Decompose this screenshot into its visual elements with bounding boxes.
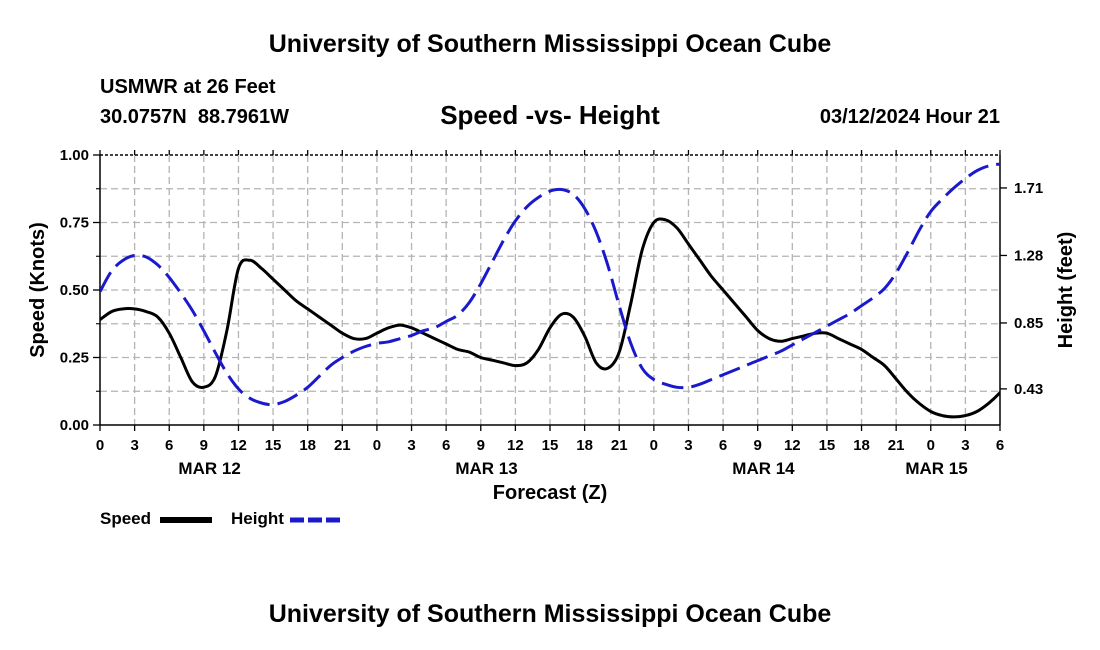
x-tick-label: 6 [165, 437, 173, 454]
x-tick-label: 12 [784, 437, 801, 454]
x-tick-label: 0 [373, 437, 381, 454]
chart-title: Speed -vs- Height [440, 100, 660, 130]
x-tick-label: 18 [853, 437, 870, 454]
x-date-label: MAR 14 [732, 459, 795, 478]
x-tick-label: 21 [334, 437, 351, 454]
y-axis-title-right: Height (feet) [1055, 232, 1077, 349]
x-tick-label: 15 [265, 437, 282, 454]
y-axis-title-left: Speed (Knots) [27, 222, 49, 358]
x-tick-label: 9 [754, 437, 762, 454]
x-tick-label: 3 [684, 437, 692, 454]
x-tick-label: 12 [230, 437, 247, 454]
page-title-bottom: University of Southern Mississippi Ocean… [268, 600, 832, 628]
x-tick-label: 3 [961, 437, 969, 454]
y-tick-label-left: 0.75 [60, 215, 89, 232]
x-tick-label: 15 [819, 437, 836, 454]
legend-label-speed: Speed [100, 509, 152, 528]
x-axis-title: Forecast (Z) [492, 482, 608, 504]
x-tick-label: 9 [477, 437, 485, 454]
x-tick-label: 0 [650, 437, 658, 454]
y-tick-label-left: 1.00 [60, 147, 89, 164]
legend-swatch-height [290, 517, 342, 523]
speed-series-line [100, 217, 1000, 419]
x-tick-label: 3 [407, 437, 415, 454]
x-date-label: MAR 13 [455, 459, 517, 478]
x-tick-label: 3 [130, 437, 138, 454]
y-tick-label-right: 1.71 [1014, 180, 1043, 197]
y-tick-label-right: 0.43 [1014, 381, 1043, 398]
x-tick-label: 18 [299, 437, 316, 454]
y-tick-label-left: 0.25 [60, 350, 89, 367]
x-tick-label: 15 [542, 437, 559, 454]
x-tick-label: 9 [200, 437, 208, 454]
x-tick-label: 0 [96, 437, 104, 454]
x-date-label: MAR 15 [905, 459, 967, 478]
x-tick-label: 18 [576, 437, 593, 454]
y-tick-label-right: 0.85 [1014, 315, 1043, 332]
station-name: USMWR at 26 Feet [100, 76, 276, 98]
y-tick-label-right: 1.28 [1014, 247, 1043, 264]
x-tick-label: 6 [719, 437, 727, 454]
y-tick-label-left: 0.00 [60, 417, 89, 434]
legend-label-height: Height [231, 509, 284, 528]
x-tick-label: 6 [996, 437, 1004, 454]
height-series-line [100, 162, 1000, 407]
legend-swatch-speed [160, 517, 212, 523]
forecast-datetime: 03/12/2024 Hour 21 [819, 106, 1000, 128]
y-tick-label-left: 0.50 [60, 282, 89, 299]
station-coords: 30.0757N 88.7961W [100, 106, 290, 128]
x-date-label: MAR 12 [178, 459, 240, 478]
x-tick-label: 0 [927, 437, 935, 454]
x-tick-label: 21 [888, 437, 905, 454]
page-title-top: University of Southern Mississippi Ocean… [268, 30, 832, 58]
x-tick-label: 12 [507, 437, 524, 454]
x-tick-label: 21 [611, 437, 628, 454]
x-tick-label: 6 [442, 437, 450, 454]
